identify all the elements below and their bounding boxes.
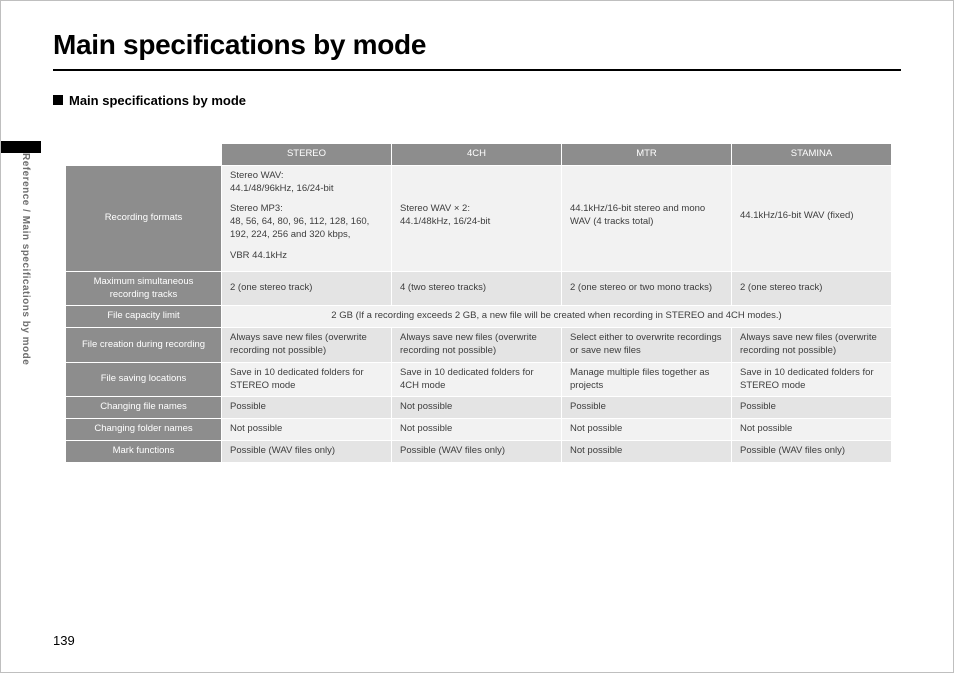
row-header: File creation during recording	[66, 328, 222, 363]
side-tab	[1, 141, 41, 153]
col-header: MTR	[562, 144, 732, 166]
table-cell: 44.1kHz/16-bit stereo and mono WAV (4 tr…	[562, 165, 732, 271]
table-cell: Possible	[222, 397, 392, 419]
table-cell: Manage multiple files together as projec…	[562, 362, 732, 397]
table-cell: 2 (one stereo or two mono tracks)	[562, 271, 732, 306]
table-cell: Always save new files (overwrite recordi…	[222, 328, 392, 363]
row-header: Changing folder names	[66, 419, 222, 441]
table-cell: Not possible	[732, 419, 892, 441]
table-cell: Not possible	[562, 419, 732, 441]
table-cell: Not possible	[562, 441, 732, 463]
title-area: Main specifications by mode Main specifi…	[53, 29, 901, 108]
table-cell: Not possible	[392, 397, 562, 419]
table-cell: Save in 10 dedicated folders for 4CH mod…	[392, 362, 562, 397]
table-cell: Possible (WAV files only)	[392, 441, 562, 463]
row-header: Maximum simultaneous recording tracks	[66, 271, 222, 306]
table-cell: Save in 10 dedicated folders for STEREO …	[222, 362, 392, 397]
table-cell: Possible	[732, 397, 892, 419]
table-body: Recording formatsStereo WAV:44.1/48/96kH…	[66, 165, 892, 462]
table-cell: Not possible	[392, 419, 562, 441]
table-cell: 4 (two stereo tracks)	[392, 271, 562, 306]
table-cell: Possible	[562, 397, 732, 419]
table-cell: Save in 10 dedicated folders for STEREO …	[732, 362, 892, 397]
table-row: Maximum simultaneous recording tracks2 (…	[66, 271, 892, 306]
table-cell: Select either to overwrite recordings or…	[562, 328, 732, 363]
cell-block: 44.1kHz/16-bit WAV (fixed)	[740, 210, 883, 227]
title-rule	[53, 69, 901, 71]
table-cell: 2 (one stereo track)	[222, 271, 392, 306]
col-header: STAMINA	[732, 144, 892, 166]
breadcrumb: Reference / Main specifications by mode	[20, 153, 31, 365]
subtitle-row: Main specifications by mode	[53, 93, 901, 108]
table-cell: Not possible	[222, 419, 392, 441]
table-cell-span: 2 GB (If a recording exceeds 2 GB, a new…	[222, 306, 892, 328]
col-header: STEREO	[222, 144, 392, 166]
header-corner	[66, 144, 222, 166]
spec-table: STEREO 4CH MTR STAMINA Recording formats…	[65, 143, 892, 463]
table-cell: Always save new files (overwrite recordi…	[392, 328, 562, 363]
col-header: 4CH	[392, 144, 562, 166]
subtitle-text: Main specifications by mode	[69, 93, 246, 108]
cell-block: 44.1kHz/16-bit stereo and mono WAV (4 tr…	[570, 203, 723, 233]
square-bullet-icon	[53, 95, 63, 105]
table-cell: 2 (one stereo track)	[732, 271, 892, 306]
table-cell: Always save new files (overwrite recordi…	[732, 328, 892, 363]
cell-block: Stereo MP3:48, 56, 64, 80, 96, 112, 128,…	[230, 199, 383, 245]
row-header: Recording formats	[66, 165, 222, 271]
table-cell: Possible (WAV files only)	[222, 441, 392, 463]
row-header: Mark functions	[66, 441, 222, 463]
row-header: File capacity limit	[66, 306, 222, 328]
table-header-row: STEREO 4CH MTR STAMINA	[66, 144, 892, 166]
row-header: Changing file names	[66, 397, 222, 419]
row-header: File saving locations	[66, 362, 222, 397]
cell-block: VBR 44.1kHz	[230, 246, 383, 267]
table-row: File saving locationsSave in 10 dedicate…	[66, 362, 892, 397]
table-cell: Stereo WAV × 2:44.1/48kHz, 16/24-bit	[392, 165, 562, 271]
table-head: STEREO 4CH MTR STAMINA	[66, 144, 892, 166]
table-row: File capacity limit2 GB (If a recording …	[66, 306, 892, 328]
table-cell: Possible (WAV files only)	[732, 441, 892, 463]
table-row: File creation during recordingAlways sav…	[66, 328, 892, 363]
table-row: Changing folder namesNot possibleNot pos…	[66, 419, 892, 441]
page-frame: Reference / Main specifications by mode …	[0, 0, 954, 673]
page-number: 139	[53, 633, 75, 648]
table-cell: Stereo WAV:44.1/48/96kHz, 16/24-bitStere…	[222, 165, 392, 271]
table-row: Changing file namesPossibleNot possibleP…	[66, 397, 892, 419]
table-row: Recording formatsStereo WAV:44.1/48/96kH…	[66, 165, 892, 271]
table-cell: 44.1kHz/16-bit WAV (fixed)	[732, 165, 892, 271]
table-row: Mark functionsPossible (WAV files only)P…	[66, 441, 892, 463]
page-title: Main specifications by mode	[53, 29, 901, 65]
cell-block: Stereo WAV:44.1/48/96kHz, 16/24-bit	[230, 170, 383, 200]
cell-block: Stereo WAV × 2:44.1/48kHz, 16/24-bit	[400, 203, 553, 233]
